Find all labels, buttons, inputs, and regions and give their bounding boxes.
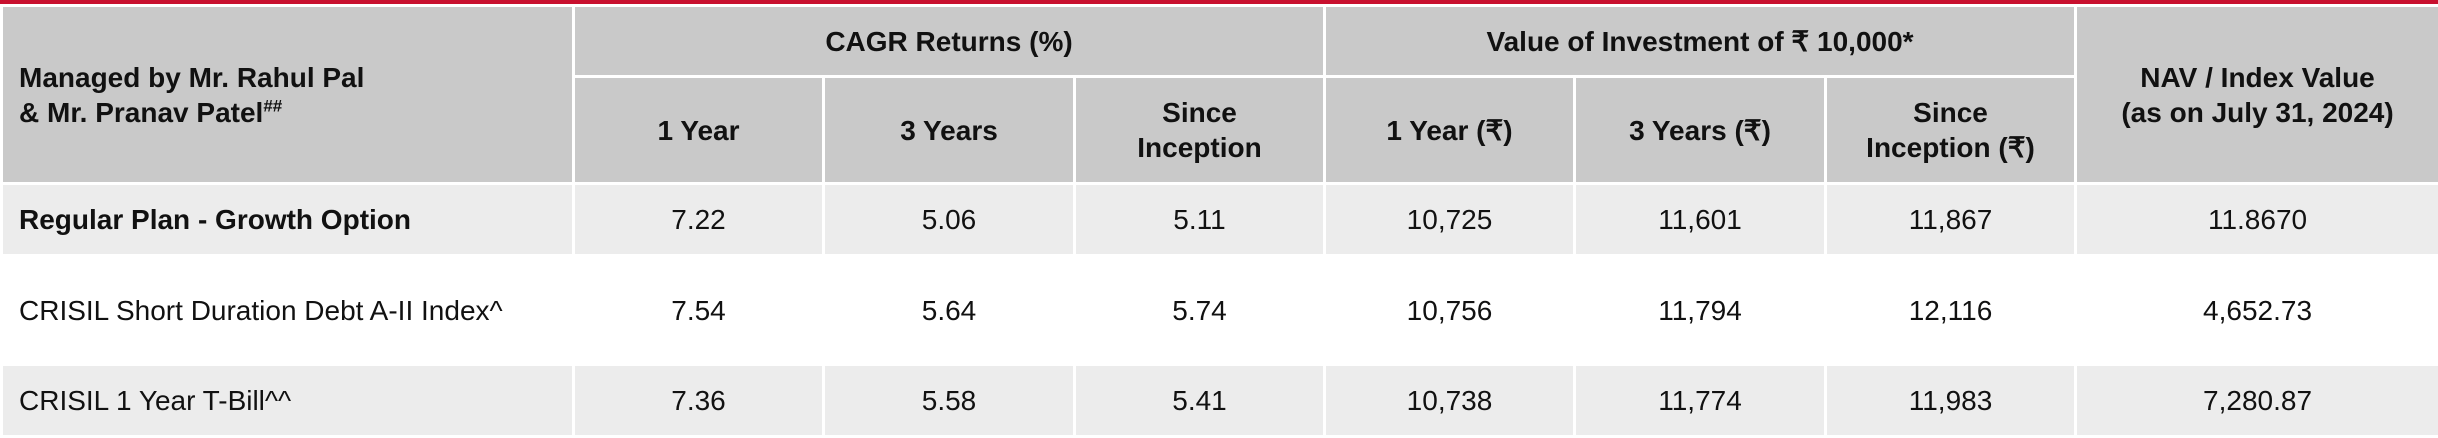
column-label: 3 Years xyxy=(900,114,998,146)
performance-table: Managed by Mr. Rahul Pal & Mr. Pranav Pat… xyxy=(0,4,2438,438)
cell-text: 5.58 xyxy=(921,385,977,416)
column-label: Since Inception (₹) xyxy=(1866,97,2035,163)
column-header: 3 Years xyxy=(822,75,1076,185)
cell-text: 4,652.73 xyxy=(2203,294,2313,326)
cell-text: 10,738 xyxy=(1406,385,1493,416)
cell-text: 7.36 xyxy=(671,385,726,416)
column-label: Since Inception xyxy=(1137,97,1262,163)
cell-text: 7,280.87 xyxy=(2203,385,2313,416)
cell-text: 10,756 xyxy=(1406,294,1493,326)
cell-text: 7.54 xyxy=(671,294,726,326)
cell: 5.74 xyxy=(1073,254,1326,366)
row-label: CRISIL 1 Year T-Bill^^ xyxy=(0,363,575,438)
cell: 7.54 xyxy=(572,254,825,366)
managed-sup: ## xyxy=(263,96,283,116)
cell: 5.41 xyxy=(1073,363,1326,438)
cell: 10,725 xyxy=(1323,182,1576,257)
cell-text: 11,867 xyxy=(1908,204,1993,235)
cell: 10,738 xyxy=(1323,363,1576,438)
row-label: Regular Plan - Growth Option xyxy=(0,182,575,257)
cell-text: 5.06 xyxy=(921,204,977,235)
cell-text: 7.22 xyxy=(671,204,726,235)
row-label-text: CRISIL Short Duration Debt A-II Index^ xyxy=(19,294,503,326)
cell-text: 5.41 xyxy=(1172,385,1227,416)
column-header: 3 Years (₹) xyxy=(1573,75,1827,185)
cell-text: 11.8670 xyxy=(2207,204,2308,235)
column-header: 1 Year xyxy=(572,75,825,185)
cell: 5.11 xyxy=(1073,182,1326,257)
table-row: CRISIL Short Duration Debt A-II Index^ 7.… xyxy=(0,254,2438,366)
cell: 11,794 xyxy=(1573,254,1827,366)
cell-text: 11,983 xyxy=(1908,385,1993,416)
cell: 7,280.87 xyxy=(2074,363,2438,438)
cell-text: 5.11 xyxy=(1173,204,1226,235)
cell: 11,983 xyxy=(1823,363,2078,438)
cell-text: 5.64 xyxy=(921,294,977,326)
row-label-text: Regular Plan - Growth Option xyxy=(19,204,411,235)
cell: 11,601 xyxy=(1573,182,1827,257)
column-label: 1 Year (₹) xyxy=(1386,114,1513,146)
managed-line: & Mr. Pranav Patel xyxy=(19,96,264,128)
managed-by: Managed by Mr. Rahul Pal & Mr. Pranav Pat… xyxy=(0,4,575,185)
cell-text: 11,794 xyxy=(1658,294,1742,326)
nav-line: NAV / Index Value xyxy=(2140,61,2375,93)
cell: 7.36 xyxy=(572,363,825,438)
cell: 10,756 xyxy=(1323,254,1576,366)
column-header: 1 Year (₹) xyxy=(1323,75,1576,185)
column-label: 3 Years (₹) xyxy=(1629,114,1771,146)
column-header: Since Inception (₹) xyxy=(1823,75,2078,185)
column-label: 1 Year xyxy=(657,114,740,146)
cell: 12,116 xyxy=(1823,254,2078,366)
cell: 11,774 xyxy=(1573,363,1827,438)
column-header: Since Inception xyxy=(1073,75,1326,185)
cell-text: 10,725 xyxy=(1406,204,1493,235)
cell-text: 11,601 xyxy=(1658,204,1742,235)
nav-line: (as on July 31, 2024) xyxy=(2121,96,2394,128)
cell: 7.22 xyxy=(572,182,825,257)
cell: 5.64 xyxy=(822,254,1076,366)
row-label: CRISIL Short Duration Debt A-II Index^ xyxy=(0,254,575,366)
group-header: Value of Investment of ₹ 10,000* xyxy=(1322,4,2078,78)
cell-text: 5.74 xyxy=(1172,294,1227,326)
cell-text: 11,774 xyxy=(1658,385,1742,416)
cell: 5.06 xyxy=(822,182,1076,257)
nav-header: NAV / Index Value (as on July 31, 2024) xyxy=(2074,4,2438,185)
cell: 5.58 xyxy=(822,363,1076,438)
table-row: Regular Plan - Growth Option 7.22 5.06 5.11… xyxy=(0,182,2438,257)
cell: 11.8670 xyxy=(2074,182,2438,257)
cell: 11,867 xyxy=(1823,182,2078,257)
managed-line: Managed by Mr. Rahul Pal xyxy=(19,61,365,93)
group-header: CAGR Returns (%) xyxy=(572,4,1326,78)
cell-text: 12,116 xyxy=(1908,294,1993,326)
table-row: CRISIL 1 Year T-Bill^^ 7.36 5.58 5.41 10,738… xyxy=(0,363,2438,438)
row-label-text: CRISIL 1 Year T-Bill^^ xyxy=(19,385,292,416)
cell: 4,652.73 xyxy=(2074,254,2438,366)
